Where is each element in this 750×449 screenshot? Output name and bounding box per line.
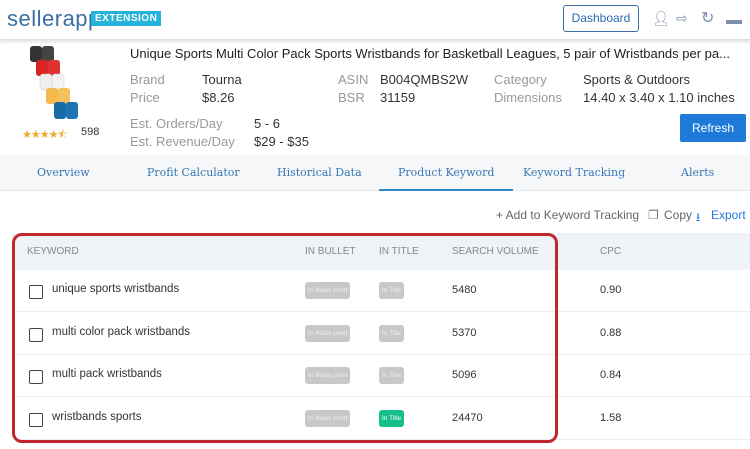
keyword-text: multi pack wristbands [52, 368, 162, 380]
copy-button[interactable]: Copy [664, 208, 693, 222]
category-value: Sports & Outdoors [583, 72, 690, 87]
cpc-value: 0.90 [600, 284, 622, 296]
in-bullet-badge: In Bullet point [305, 367, 351, 384]
review-count: 598 [81, 126, 100, 138]
download-icon: ⭳ [696, 210, 701, 224]
row-checkbox[interactable] [29, 327, 43, 342]
search-volume: 5096 [452, 369, 477, 381]
category-label: Category [494, 72, 547, 87]
highlight-outline [12, 233, 558, 443]
in-title-badge: In Title [379, 282, 405, 299]
keyword-text: multi color pack wristbands [52, 325, 191, 338]
minimize-icon[interactable] [726, 20, 742, 24]
search-volume: 24470 [452, 411, 483, 424]
header-in-bullet[interactable]: IN BULLET [305, 246, 356, 257]
cpc-value: 0.84 [600, 369, 622, 381]
orders-value: 5 - 6 [254, 116, 281, 131]
revenue-value: $29 - $35 [254, 134, 309, 149]
price-label: Price [130, 90, 160, 105]
copy-icon: ❐ [648, 208, 659, 222]
top-bar: sellerapp EXTENSION Dashboard 👤︎ ⇨ ↻ [0, 0, 750, 40]
search-volume: 5480 [452, 284, 477, 296]
bsr-value: 31159 [380, 90, 416, 105]
dimensions-value: 14.40 x 3.40 x 1.10 inches [583, 90, 735, 105]
product-image [30, 46, 78, 119]
user-icon[interactable]: 👤︎ [652, 10, 670, 26]
row-checkbox[interactable] [29, 412, 43, 427]
table-row: unique sports wristbands In Bullet point… [15, 270, 750, 312]
table-header [12, 233, 750, 270]
header-in-title[interactable]: IN TITLE [379, 246, 419, 257]
dashboard-button[interactable]: Dashboard [563, 5, 639, 32]
price-value: $8.26 [202, 90, 235, 105]
tab-bar: Overview Profit Calculator Historical Da… [0, 155, 750, 191]
orders-label: Est. Orders/Day [130, 116, 223, 131]
tab-product-keyword[interactable]: Product Keyword [379, 166, 514, 191]
logo: sellerapp [7, 6, 101, 31]
tab-overview[interactable]: Overview [37, 166, 90, 179]
search-volume: 5370 [452, 326, 477, 339]
product-title: Unique Sports Multi Color Pack Sports Wr… [130, 46, 730, 61]
in-title-badge: In Title [379, 324, 405, 342]
brand-label: Brand [130, 72, 165, 87]
tab-historical-data[interactable]: Historical Data [277, 166, 362, 179]
cpc-value: 0.88 [600, 326, 622, 339]
tab-alerts[interactable]: Alerts [681, 166, 715, 179]
extension-badge: EXTENSION [91, 11, 162, 26]
sign-out-icon[interactable]: ⇨ [676, 10, 688, 26]
in-bullet-badge: In Bullet point [305, 282, 351, 299]
tab-keyword-tracking[interactable]: Keyword Tracking [523, 166, 626, 179]
in-bullet-badge: In Bullet point [305, 324, 351, 342]
brand-value: Tourna [202, 72, 242, 87]
header-search-volume[interactable]: SEARCH VOLUME [452, 246, 539, 257]
refresh-icon[interactable]: ↻ [701, 10, 715, 27]
table-row: multi color pack wristbands In Bullet po… [15, 313, 750, 355]
in-title-badge: In Title [379, 367, 405, 384]
header-keyword[interactable]: KEYWORD [27, 246, 79, 257]
row-checkbox[interactable] [29, 285, 43, 299]
table-row: multi pack wristbands In Bullet point In… [15, 355, 750, 397]
bsr-label: BSR [338, 90, 365, 105]
table-row: wristbands sports In Bullet point In Tit… [15, 398, 750, 440]
rating-stars: ★★★★⯪ [22, 129, 68, 141]
revenue-label: Est. Revenue/Day [130, 134, 235, 149]
in-title-badge: In Title [379, 409, 405, 427]
asin-value: B004QMBS2W [380, 72, 469, 87]
dimensions-label: Dimensions [494, 90, 562, 105]
row-checkbox[interactable] [29, 370, 43, 384]
export-button[interactable]: Export [711, 208, 746, 222]
asin-label: ASIN [338, 72, 369, 87]
header-cpc[interactable]: CPC [600, 246, 622, 257]
add-to-keyword-tracking-button[interactable]: + Add to Keyword Tracking [496, 208, 640, 222]
keyword-text: wristbands sports [52, 410, 142, 423]
tab-profit-calculator[interactable]: Profit Calculator [147, 166, 240, 179]
keyword-text: unique sports wristbands [52, 283, 180, 295]
in-bullet-badge: In Bullet point [305, 409, 351, 427]
refresh-button[interactable]: Refresh [680, 114, 746, 142]
cpc-value: 1.58 [600, 411, 622, 424]
